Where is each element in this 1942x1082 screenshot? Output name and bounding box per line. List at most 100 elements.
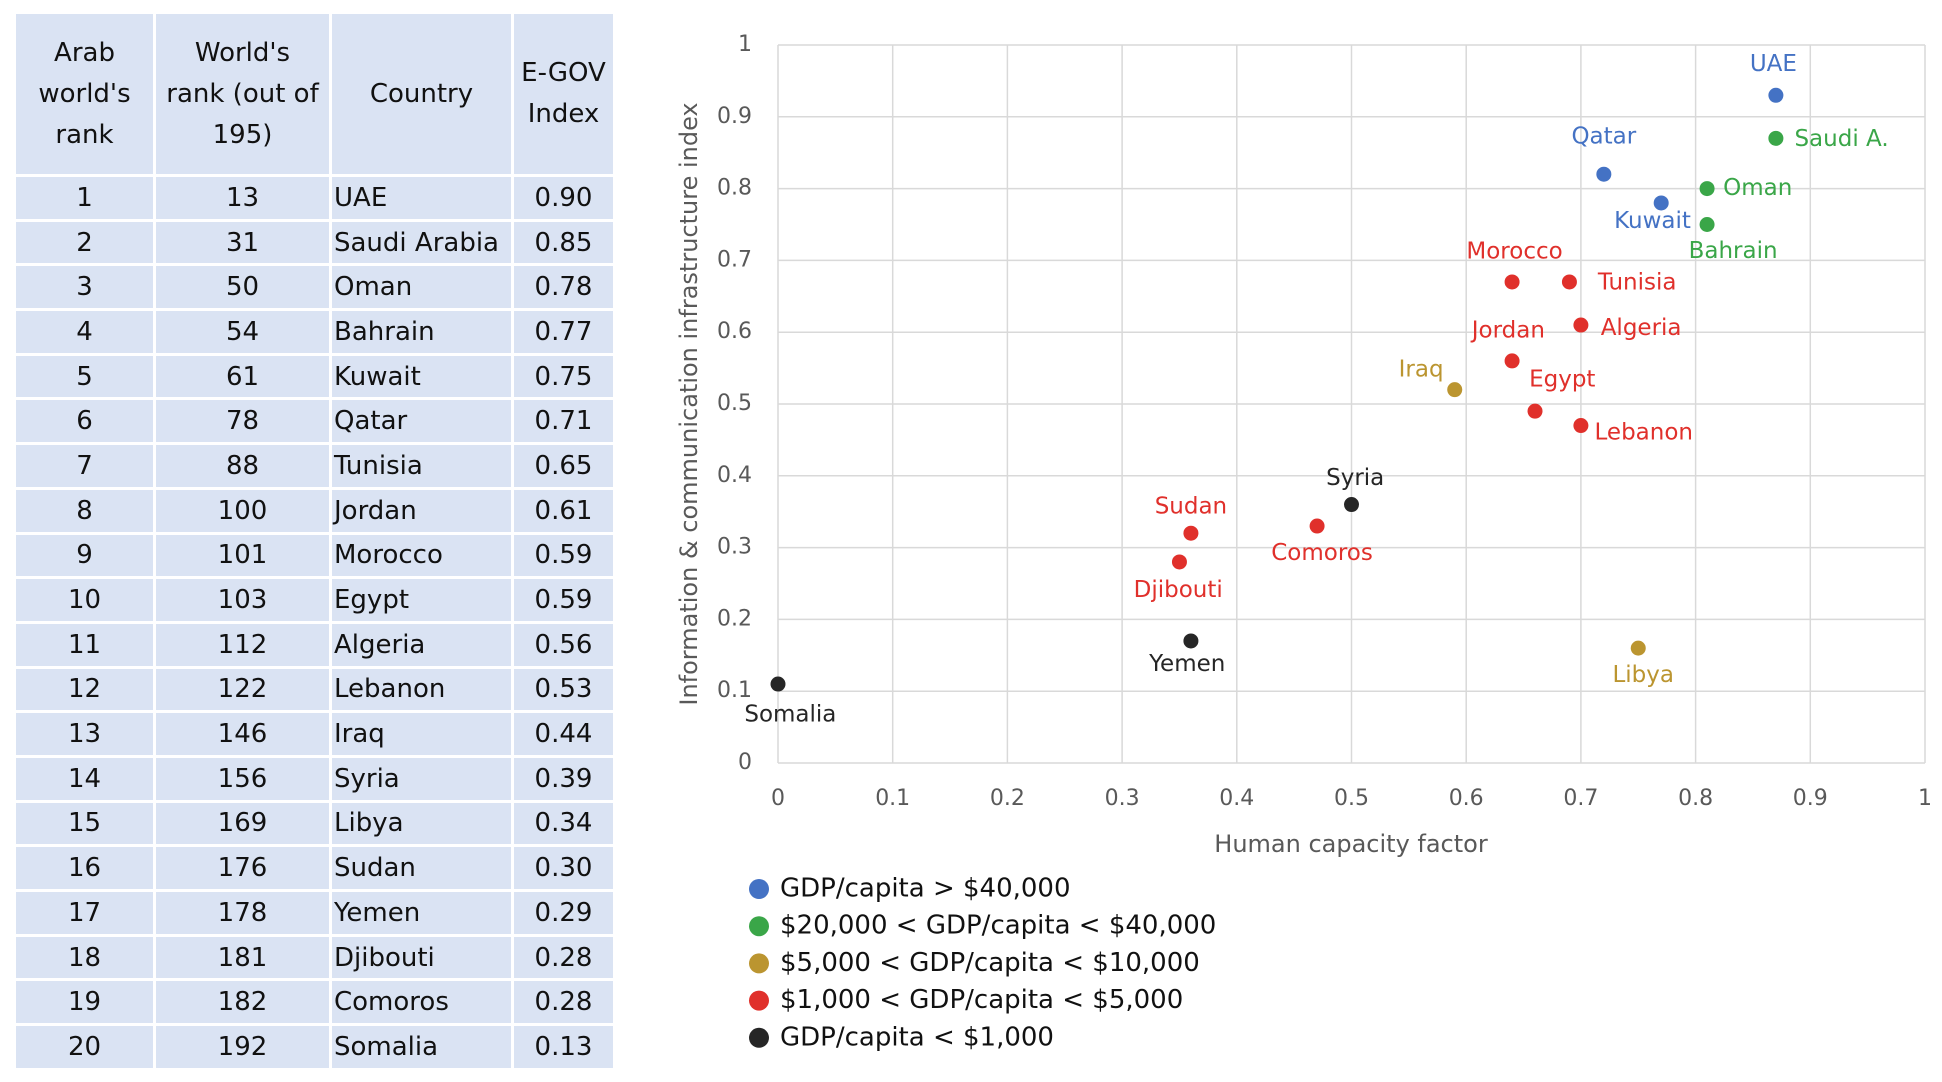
legend-label: $5,000 < GDP/capita < $10,000 <box>780 948 1200 978</box>
point-label: Kuwait <box>1614 208 1691 234</box>
y-tick-label: 0.1 <box>717 678 752 703</box>
table-row: 10 103 Egypt 0.59 <box>16 579 613 621</box>
table-cell: Somalia <box>332 1026 511 1068</box>
table-cell: Jordan <box>332 489 511 532</box>
table-cell: 13 <box>156 177 329 219</box>
table-cell: 0.75 <box>514 355 613 398</box>
table-row: 15 169 Libya 0.34 <box>16 802 613 845</box>
data-point <box>1447 382 1463 398</box>
table-cell: 7 <box>16 445 153 487</box>
table-cell: Tunisia <box>332 445 511 487</box>
table-row: 1 13 UAE 0.90 <box>16 177 613 219</box>
data-point <box>1171 554 1187 570</box>
table-cell: 112 <box>156 623 329 666</box>
table-cell: Algeria <box>332 623 511 666</box>
table-cell: 0.53 <box>514 668 613 711</box>
table-cell: Bahrain <box>332 311 511 353</box>
table-cell: 0.39 <box>514 757 613 800</box>
table-cell: Iraq <box>332 713 511 755</box>
point-label: Bahrain <box>1689 238 1778 264</box>
x-tick-label: 0.9 <box>1793 786 1828 811</box>
table-row: 17 178 Yemen 0.29 <box>16 892 613 934</box>
table-row: 2 31 Saudi Arabia 0.85 <box>16 221 613 264</box>
table-cell: 18 <box>16 936 153 979</box>
table-cell: 0.77 <box>514 311 613 353</box>
legend-marker <box>749 916 769 937</box>
header-cell: Arab world's rank <box>16 14 153 174</box>
table-row: 16 176 Sudan 0.30 <box>16 847 613 889</box>
table-cell: Kuwait <box>332 355 511 398</box>
point-label: UAE <box>1750 51 1797 77</box>
point-label: Lebanon <box>1595 419 1693 445</box>
table-cell: Lebanon <box>332 668 511 711</box>
table-row: 8 100 Jordan 0.61 <box>16 489 613 532</box>
data-point <box>1630 640 1646 656</box>
x-tick-label: 0.5 <box>1334 786 1369 811</box>
table-cell: 19 <box>16 981 153 1024</box>
table-row: 6 78 Qatar 0.71 <box>16 400 613 443</box>
table-cell: 0.13 <box>514 1026 613 1068</box>
table-row: 9 101 Morocco 0.59 <box>16 534 613 577</box>
y-tick-label: 0 <box>738 750 752 775</box>
table-row: 7 88 Tunisia 0.65 <box>16 445 613 487</box>
table-cell: 13 <box>16 713 153 755</box>
table-row: 14 156 Syria 0.39 <box>16 757 613 800</box>
table-cell: 61 <box>156 355 329 398</box>
x-tick-label: 0.3 <box>1105 786 1140 811</box>
point-label: Saudi A. <box>1794 126 1888 152</box>
table-cell: Djibouti <box>332 936 511 979</box>
data-point <box>1183 633 1199 649</box>
x-tick-label: 0.2 <box>990 786 1025 811</box>
data-point <box>1183 525 1199 541</box>
table-cell: 178 <box>156 892 329 934</box>
data-point <box>1504 274 1520 290</box>
ranking-table: Arab world's rank World's rank (out of 19… <box>13 11 616 1071</box>
table-cell: 50 <box>156 266 329 309</box>
table-cell: 54 <box>156 311 329 353</box>
table-row: 11 112 Algeria 0.56 <box>16 623 613 666</box>
legend-marker <box>749 1027 769 1048</box>
data-point <box>770 676 786 692</box>
table-cell: Sudan <box>332 847 511 889</box>
table-cell: 181 <box>156 936 329 979</box>
x-tick-label: 0.6 <box>1449 786 1484 811</box>
legend-label: GDP/capita > $40,000 <box>780 874 1071 904</box>
y-tick-label: 0.5 <box>717 391 752 416</box>
table-cell: 17 <box>16 892 153 934</box>
x-axis-title: Human capacity factor <box>1214 830 1488 858</box>
table-cell: 0.56 <box>514 623 613 666</box>
table-cell: 5 <box>16 355 153 398</box>
table-cell: 12 <box>16 668 153 711</box>
legend-marker <box>749 990 769 1011</box>
table-row: 12 122 Lebanon 0.53 <box>16 668 613 711</box>
y-tick-label: 0.2 <box>717 606 752 631</box>
x-tick-label: 0 <box>771 786 785 811</box>
table-cell: 156 <box>156 757 329 800</box>
x-tick-label: 1 <box>1918 786 1932 811</box>
y-axis-title: Information & communication infrastructu… <box>675 102 703 705</box>
y-tick-label: 1 <box>738 32 752 57</box>
x-tick-label: 0.1 <box>875 786 910 811</box>
table-cell: 146 <box>156 713 329 755</box>
table-row: 4 54 Bahrain 0.77 <box>16 311 613 353</box>
table-row: 13 146 Iraq 0.44 <box>16 713 613 755</box>
table-cell: 0.78 <box>514 266 613 309</box>
y-tick-label: 0.3 <box>717 535 752 560</box>
y-tick-label: 0.6 <box>717 319 752 344</box>
table-cell: 16 <box>16 847 153 889</box>
table-cell: 0.71 <box>514 400 613 443</box>
data-point <box>1344 497 1359 513</box>
table-cell: 14 <box>16 757 153 800</box>
data-point <box>1699 217 1715 232</box>
table-cell: Comoros <box>332 981 511 1024</box>
table-cell: 169 <box>156 802 329 845</box>
y-tick-label: 0.8 <box>717 176 752 201</box>
y-tick-label: 0.7 <box>717 247 752 272</box>
table-cell: 100 <box>156 489 329 532</box>
table-cell: Syria <box>332 757 511 800</box>
table-cell: 9 <box>16 534 153 577</box>
table-cell: 0.28 <box>514 981 613 1024</box>
table-cell: 0.29 <box>514 892 613 934</box>
data-point <box>1653 195 1669 211</box>
